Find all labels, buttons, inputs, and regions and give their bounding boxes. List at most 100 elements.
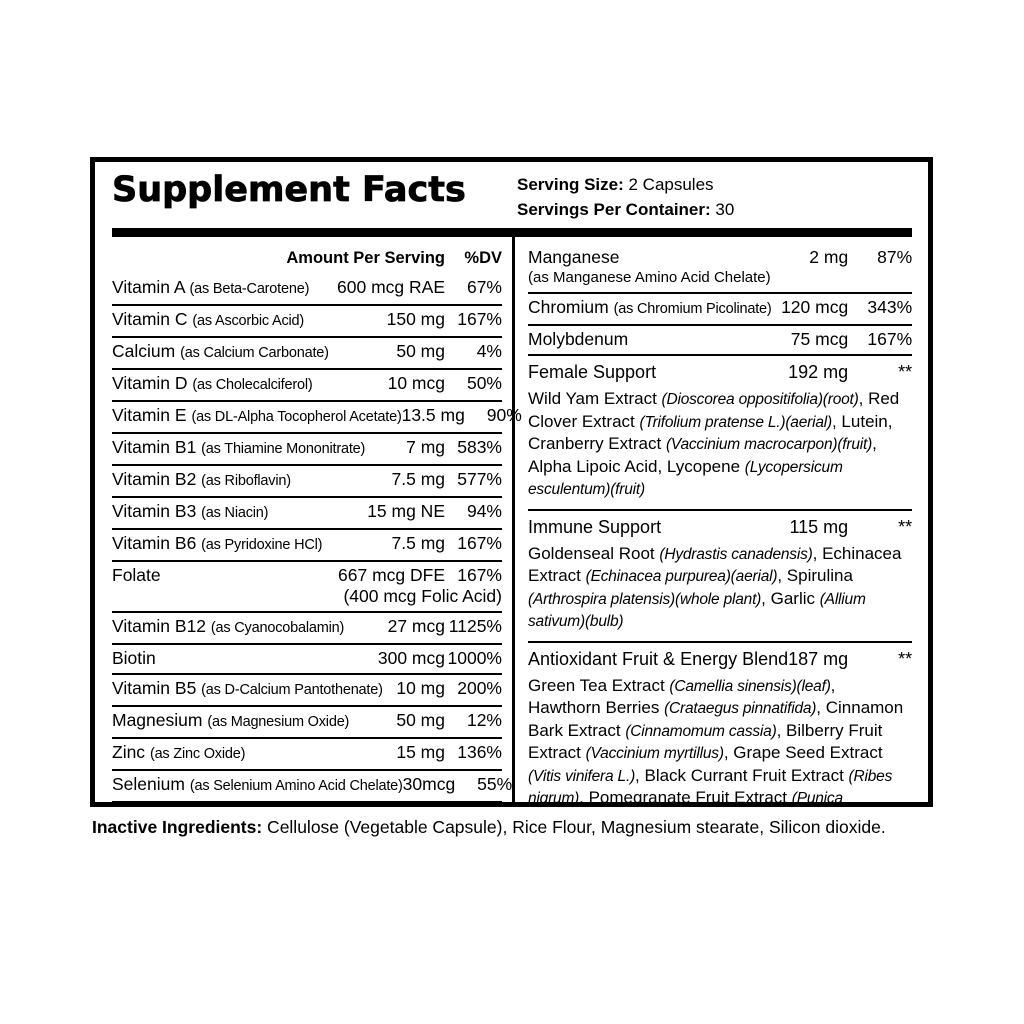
nutrient-name: Magnesium (as Magnesium Oxide) [112, 710, 350, 730]
nutrient-row-line: Vitamin B3 (as Niacin) 15 mg NE 94% [112, 501, 502, 524]
blend-scientific-name: (Lycopersicum esculentum)(fruit) [528, 458, 843, 499]
nutrient-name: Vitamin E (as DL-Alpha Tocopherol Acetat… [112, 405, 402, 425]
nutrient-amount: 667 mcg DFE [338, 565, 445, 585]
nutrient-form-note: (as D-Calcium Pantothenate) [201, 682, 383, 698]
inactive-ingredients-text: Cellulose (Vegetable Capsule), Rice Flou… [262, 817, 886, 837]
blend-name: Antioxidant Fruit & Energy Blend [528, 648, 789, 669]
nutrient-row: Molybdenum 75 mcg 167% [528, 326, 913, 356]
nutrient-row: Manganese 2 mg 87% (as Manganese Amino Acid… [528, 237, 913, 294]
nutrient-amount: 15 mg NE [367, 501, 445, 521]
nutrient-row: Vitamin A (as Beta-Carotene) 600 mcg RAE 6… [112, 274, 502, 306]
nutrient-dv: 1125% [448, 616, 502, 636]
nutrient-rows-right: Manganese 2 mg 87% (as Manganese Amino Acid… [528, 237, 913, 356]
nutrient-row: Magnesium (as Magnesium Oxide) 50 mg 12% [112, 707, 502, 739]
inactive-ingredients-label: Inactive Ingredients: [92, 817, 263, 837]
nutrient-form-note: (as Cholecalciferol) [192, 377, 313, 393]
nutrient-name: Calcium (as Calcium Carbonate) [112, 341, 329, 361]
nutrient-form-note: (as Zinc Oxide) [149, 746, 246, 762]
nutrient-name: Vitamin C (as Ascorbic Acid) [112, 309, 305, 329]
blend-scientific-name: (Arthrospira platensis)(whole plant) [528, 590, 762, 608]
servings-per-container-label: Servings Per Container: [517, 200, 711, 219]
dv-header: %DV [464, 249, 502, 267]
serving-size-line: Serving Size: 2 Capsules [517, 172, 734, 197]
nutrient-rows-left: Vitamin A (as Beta-Carotene) 600 mcg RAE 6… [112, 274, 522, 802]
nutrient-amount: 600 mcg RAE [337, 277, 445, 297]
nutrient-dv: 94% [466, 501, 502, 521]
nutrient-row: Zinc (as Zinc Oxide) 15 mg 136% [112, 739, 502, 771]
nutrient-name: Manganese [528, 247, 620, 267]
blend-scientific-name: (Trifolium pratense L.)(aerial) [639, 413, 832, 431]
blend-description: Wild Yam Extract (Dioscorea oppositifoli… [528, 389, 900, 499]
nutrient-dv: 1000% [447, 648, 503, 668]
nutrient-row-line: Vitamin D (as Cholecalciferol) 10 mcg 50% [112, 373, 502, 396]
servings-per-container-value: 30 [710, 200, 735, 219]
blend-scientific-name: (Allium sativum)(bulb) [528, 590, 866, 631]
nutrient-row-line: Manganese 2 mg 87% [528, 247, 912, 268]
blend-amount: 187 mg [788, 648, 849, 669]
nutrient-name: Vitamin D (as Cholecalciferol) [112, 373, 313, 393]
blend-header-line: Immune Support 115 mg ** [528, 516, 912, 538]
nutrient-form-note: (as Thiamine Mononitrate) [201, 441, 366, 457]
page-title: Supplement Facts [112, 170, 467, 211]
nutrient-row-line: Molybdenum 75 mcg 167% [528, 329, 912, 350]
supplement-facts-panel: Supplement Facts Serving Size: 2 Capsule… [90, 157, 933, 807]
nutrient-row: Chromium (as Chromium Picolinate) 120 mcg… [528, 294, 913, 326]
blend-description: Goldenseal Root (Hydrastis canadensis), … [528, 543, 902, 631]
nutrient-amount: 300 mcg [377, 648, 445, 668]
nutrient-amount: 7.5 mg [391, 469, 446, 489]
nutrient-name: Vitamin B3 (as Niacin) [112, 501, 269, 521]
blend-scientific-name: (Crataegus pinnatifida) [664, 700, 817, 717]
nutrient-form-note: (as Selenium Amino Acid Chelate) [189, 778, 403, 794]
nutrient-form-note: (as Riboflavin) [201, 473, 291, 489]
nutrient-row: Vitamin C (as Ascorbic Acid) 150 mg 167% [112, 306, 502, 338]
label-header: Supplement Facts Serving Size: 2 Capsule… [95, 162, 928, 222]
nutrient-dv: 167% [457, 533, 502, 553]
nutrient-amount: 150 mg [386, 309, 445, 329]
blend-scientific-name: (Vaccinium myrtillus) [585, 745, 724, 762]
nutrient-form-note: (as Cyanocobalamin) [210, 620, 345, 636]
nutrient-name: Biotin [112, 648, 156, 668]
nutrient-amount: 13.5 mg [401, 405, 465, 425]
blend-header-line: Female Support 192 mg ** [528, 361, 912, 383]
header-divider-bar [112, 228, 912, 237]
nutrient-row-line: Vitamin A (as Beta-Carotene) 600 mcg RAE 6… [112, 277, 502, 300]
nutrient-name: Vitamin B2 (as Riboflavin) [112, 469, 291, 489]
nutrient-form-note: (as Ascorbic Acid) [192, 313, 305, 329]
nutrient-name: Molybdenum [528, 329, 629, 349]
nutrient-dv: 4% [476, 341, 502, 361]
nutrient-amount: 7 mg [406, 437, 445, 457]
nutrient-form-note-secondary: (as Manganese Amino Acid Chelate) [528, 269, 771, 286]
blend-row: Immune Support 115 mg ** Goldenseal Root (H… [528, 511, 913, 643]
nutrient-row: Vitamin E (as DL-Alpha Tocopherol Acetat… [112, 402, 522, 434]
blend-scientific-name: (Vitis vinifera L.) [528, 767, 636, 785]
nutrient-row-line: Vitamin B6 (as Pyridoxine HCl) 7.5 mg 167% [112, 533, 502, 556]
right-column: Manganese 2 mg 87% (as Manganese Amino Acid… [512, 237, 913, 802]
nutrient-row-line: Vitamin B2 (as Riboflavin) 7.5 mg 577% [112, 469, 502, 492]
blend-name: Immune Support [528, 516, 662, 537]
nutrient-name: Zinc (as Zinc Oxide) [112, 742, 246, 762]
nutrient-row-line: Zinc (as Zinc Oxide) 15 mg 136% [112, 742, 502, 765]
blend-name: Female Support [528, 362, 657, 382]
nutrient-dv: 12% [466, 710, 502, 730]
nutrient-amount: 10 mg [396, 678, 445, 698]
blend-rows: Female Support 192 mg ** Wild Yam Extract (… [528, 356, 913, 802]
nutrient-name: Vitamin B5 (as D-Calcium Pantothenate) [112, 678, 383, 698]
nutrient-row-line: Calcium (as Calcium Carbonate) 50 mg 4% [112, 341, 502, 364]
nutrient-dv: 67% [466, 277, 502, 297]
nutrient-amount: 27 mcg [387, 616, 445, 636]
nutrient-amount: 7.5 mg [391, 533, 446, 553]
nutrient-form-note: (as Niacin) [201, 505, 269, 521]
left-column: Amount Per Serving %DV Vitamin A (as Bet… [112, 237, 522, 802]
blend-scientific-name: (Cinnamomum cassia) [625, 722, 777, 740]
nutrient-row-line: Vitamin E (as DL-Alpha Tocopherol Acetat… [112, 405, 522, 428]
nutrient-amount: 15 mg [396, 742, 445, 762]
nutrient-amount-secondary: (400 mcg Folic Acid) [343, 586, 502, 606]
nutrient-dv: 577% [457, 469, 502, 489]
nutrient-row: Vitamin D (as Cholecalciferol) 10 mcg 50% [112, 370, 502, 402]
nutrient-row-line: Vitamin B5 (as D-Calcium Pantothenate) 10… [112, 678, 502, 701]
nutrient-row: Vitamin B3 (as Niacin) 15 mg NE 94% [112, 498, 502, 530]
blend-dv: ** [898, 648, 913, 669]
label-columns: Amount Per Serving %DV Vitamin A (as Bet… [95, 237, 928, 802]
serving-size-label: Serving Size: [517, 175, 624, 194]
